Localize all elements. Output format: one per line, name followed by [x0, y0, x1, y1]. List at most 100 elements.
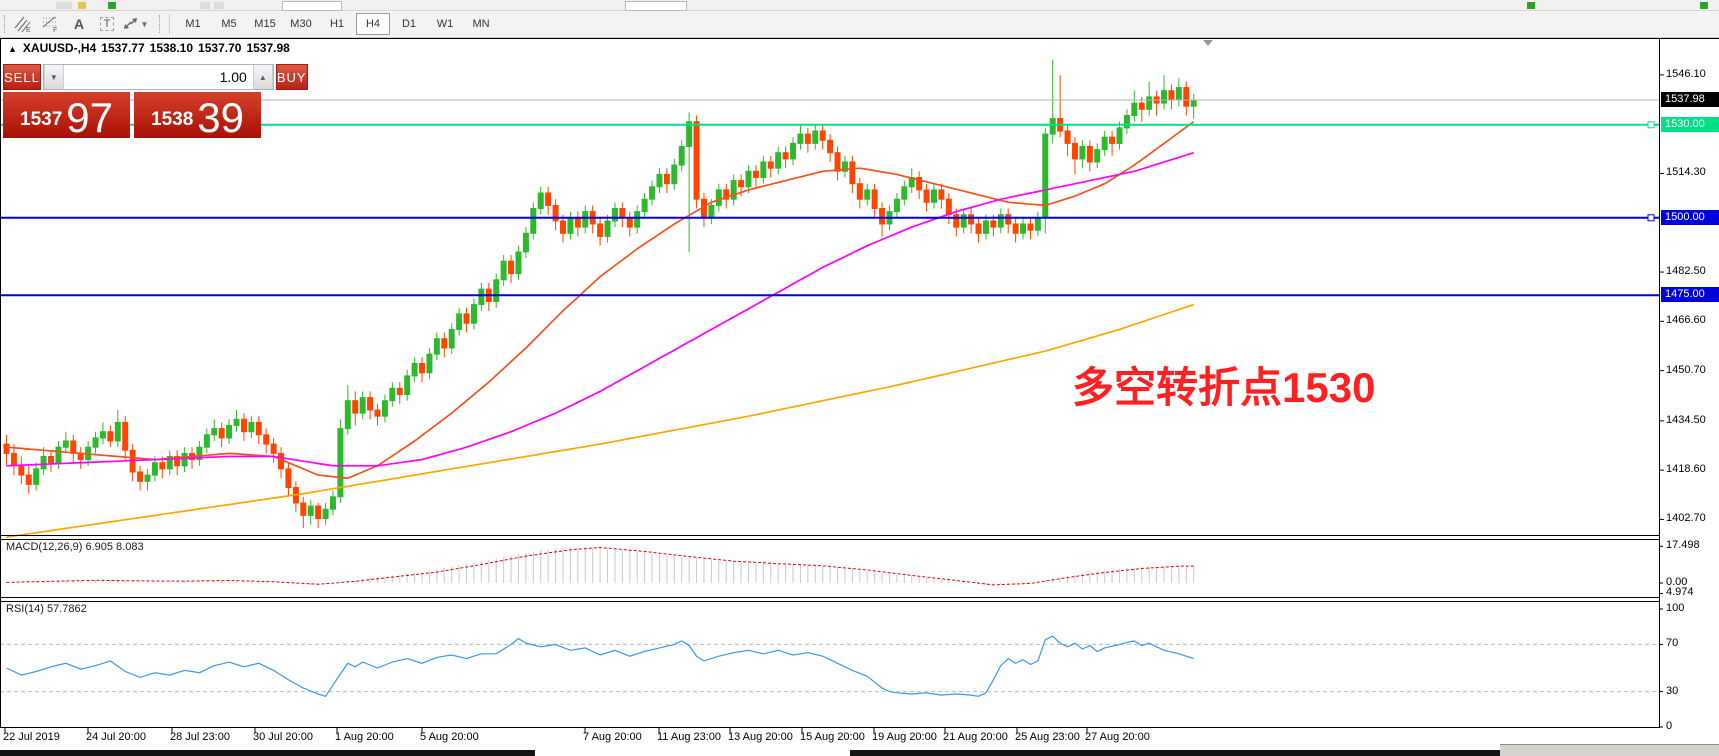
toolbar-grip[interactable] [159, 15, 160, 33]
open-value: 1537.77 [101, 41, 145, 55]
toolbar-grip[interactable] [4, 15, 5, 33]
candlestick-body [62, 440, 69, 448]
volume-increase-button[interactable]: ▲ [252, 65, 273, 89]
candlestick-body [456, 313, 463, 330]
candlestick-body [856, 183, 863, 200]
close-value: 1537.98 [246, 41, 290, 55]
candlestick-body [1086, 146, 1093, 163]
buy-button[interactable]: BUY [275, 64, 308, 90]
toolbar-fragment [282, 1, 342, 11]
date-axis-label: 28 Jul 23:00 [170, 731, 230, 743]
date-axis-label: 27 Aug 20:00 [1085, 731, 1150, 743]
candlestick-body [893, 198, 900, 213]
candlestick-body [604, 220, 611, 237]
rsi-axis-label: 100 [1666, 602, 1685, 614]
price-level-label: 1530.00 [1661, 116, 1719, 132]
candlestick-body [945, 198, 952, 216]
candlestick-body [611, 208, 618, 222]
line-endpoint-marker[interactable] [1647, 214, 1655, 222]
high-value: 1538.10 [149, 41, 194, 55]
price-chart-canvas[interactable] [0, 38, 1719, 750]
chart-shift-marker-icon[interactable] [1203, 40, 1213, 46]
ask-price-button[interactable]: 1538 39 [134, 92, 261, 141]
candlestick-body [426, 353, 433, 374]
ask-pips-digits: 39 [197, 94, 244, 141]
text-label-icon[interactable]: T [93, 13, 121, 35]
candlestick-body [686, 121, 693, 147]
candlestick-body [508, 260, 515, 275]
candlestick-body [1071, 142, 1078, 160]
ma-slow-line [6, 303, 1194, 538]
candlestick-body [552, 204, 559, 222]
candlestick-body [374, 409, 381, 417]
ohlc-header: ▲ XAUUSD-,H4 1537.77 1538.10 1537.70 1537.98 [8, 41, 295, 55]
candlestick-body [1049, 118, 1056, 135]
candlestick-body [656, 173, 663, 188]
timeframe-button-m15[interactable]: M15 [254, 18, 276, 30]
candlestick-body [671, 164, 678, 185]
candlestick-body [619, 208, 626, 219]
candlestick-body [760, 161, 767, 178]
line-studies-group: E F A T ▼ [9, 13, 149, 35]
timeframe-button-m30[interactable]: M30 [290, 18, 312, 30]
candlestick-body [10, 452, 17, 467]
candlestick-body [233, 418, 240, 426]
text-icon[interactable]: A [73, 16, 85, 32]
bid-main-digits: 1537 [20, 109, 63, 130]
line-endpoint-marker[interactable] [1647, 121, 1655, 129]
fibo-expansion-icon[interactable]: E [9, 13, 37, 35]
candlestick-body [745, 170, 752, 188]
candlestick-body [419, 363, 426, 374]
price-axis-label: 1402.70 [1666, 512, 1706, 525]
candlestick-body [641, 198, 648, 213]
timeframe-button-h1[interactable]: H1 [329, 18, 345, 30]
timeframe-button-h4[interactable]: H4 [356, 13, 390, 35]
volume-decrease-button[interactable]: ▼ [43, 65, 64, 89]
candlestick-body [1012, 223, 1019, 234]
candlestick-body [329, 496, 336, 510]
candlestick-body [1138, 102, 1145, 110]
timeframe-button-m1[interactable]: M1 [185, 18, 201, 30]
candlestick-body [226, 425, 233, 439]
candlestick-body [307, 505, 314, 516]
toolbar-fragment [56, 2, 72, 9]
rsi-indicator-label: RSI(14) 57.7862 [6, 603, 87, 615]
candlestick-body [574, 217, 581, 228]
candlestick-body [626, 217, 633, 228]
candlestick-body [25, 474, 32, 485]
price-scale-background[interactable] [1660, 38, 1719, 750]
timeframe-button-w1[interactable]: W1 [436, 18, 454, 30]
fibo-retracement-icon[interactable]: F [37, 13, 65, 35]
sell-button[interactable]: SELL [3, 64, 41, 90]
volume-input[interactable] [63, 65, 253, 89]
candlestick-body [107, 431, 114, 442]
arrows-icon[interactable]: ▼ [121, 13, 149, 35]
candlestick-body [411, 363, 418, 377]
chart-text-annotation: 多空转折点1530 [1072, 364, 1376, 411]
timeframe-button-d1[interactable]: D1 [401, 18, 417, 30]
top-toolbar-strip [0, 0, 1719, 11]
candlestick-body [1101, 136, 1108, 151]
candlestick-body [122, 421, 129, 451]
bid-price-button[interactable]: 1537 97 [3, 92, 130, 139]
candlestick-body [775, 152, 782, 169]
candlestick-body [1020, 223, 1027, 234]
toolbar-separator [169, 14, 170, 34]
candlestick-body [218, 428, 225, 439]
macd-axis-label: 17.498 [1666, 539, 1700, 552]
candlestick-body [1027, 223, 1034, 231]
candlestick-body [1161, 90, 1168, 104]
candlestick-body [522, 232, 529, 253]
candlestick-body [367, 397, 374, 411]
candlestick-body [1123, 115, 1130, 129]
symbol-collapse-icon[interactable]: ▲ [8, 44, 17, 54]
candlestick-body [923, 189, 930, 203]
candlestick-body [1168, 90, 1175, 101]
candlestick-body [255, 421, 262, 436]
macd-indicator-label: MACD(12,26,9) 6.905 8.083 [6, 541, 144, 553]
candlestick-body [248, 421, 255, 433]
candlestick-body [441, 338, 448, 349]
timeframe-button-mn[interactable]: MN [472, 18, 490, 30]
timeframe-button-m5[interactable]: M5 [221, 18, 237, 30]
price-level-label: 1475.00 [1661, 287, 1719, 303]
